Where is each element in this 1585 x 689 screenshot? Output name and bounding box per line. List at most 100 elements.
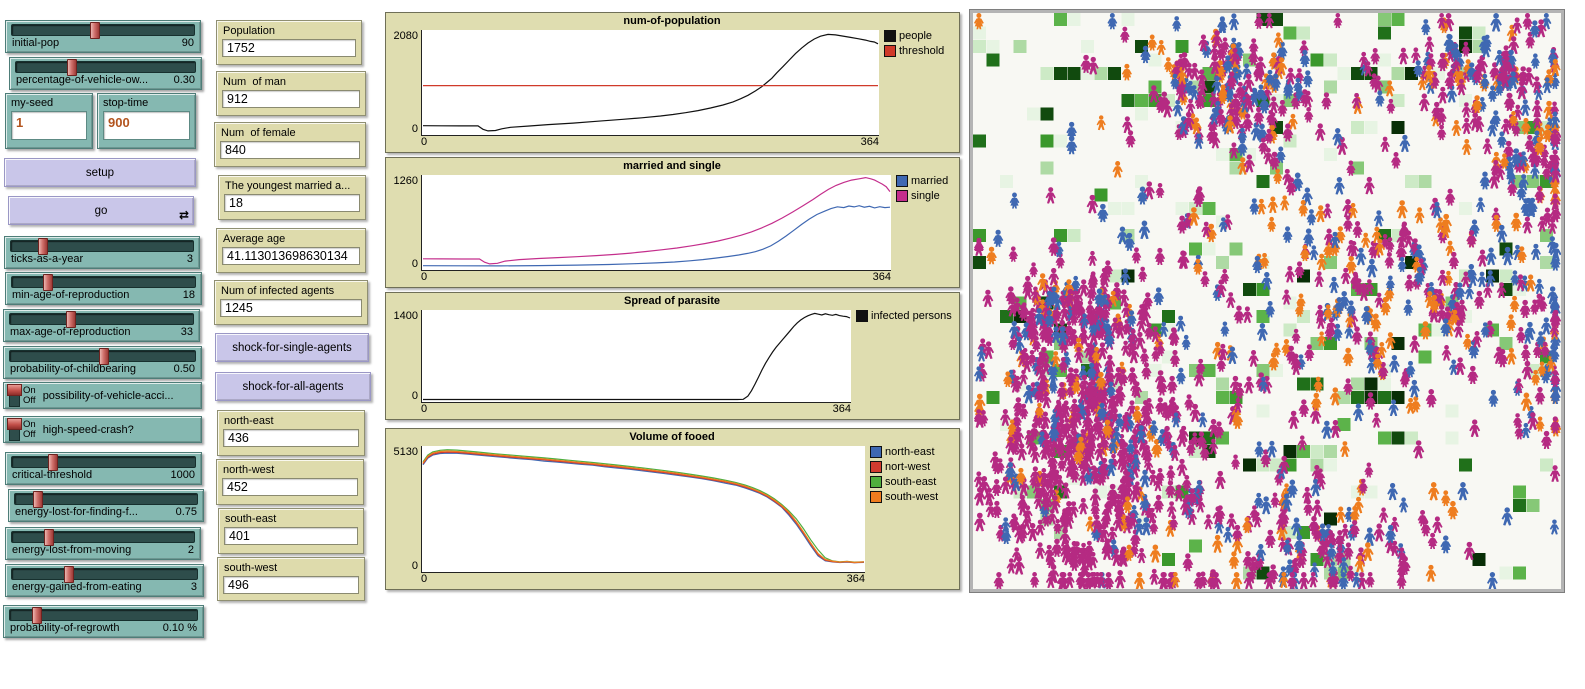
patch [1513, 566, 1526, 580]
monitor-value: 41.113013698630134 [222, 247, 360, 265]
patch [1459, 458, 1472, 472]
slider-initial-pop[interactable]: initial-pop 90 [5, 20, 201, 53]
y-min-tick: 0 [411, 258, 418, 270]
agent-blue [1255, 543, 1267, 562]
series-line-nort-west [422, 451, 865, 564]
slider-track[interactable] [15, 59, 196, 76]
switch-possibility-of-vehicle-accident[interactable]: On Off possibility-of-vehicle-acci... [3, 382, 202, 409]
switch-toggle[interactable] [7, 417, 22, 441]
switch-label: high-speed-crash? [42, 423, 134, 436]
slider-handle[interactable] [37, 238, 48, 255]
agent-magenta [1425, 389, 1437, 408]
patch [1513, 499, 1526, 512]
agent-orange [1211, 534, 1224, 553]
agent-magenta [1522, 13, 1533, 30]
agent-magenta [1166, 375, 1178, 394]
slider-track[interactable] [9, 607, 198, 624]
slider-handle[interactable] [98, 348, 109, 365]
x-min-tick: 0 [421, 271, 428, 283]
legend-label: people [899, 30, 933, 42]
monitor-average-age: Average age 41.113013698630134 [216, 228, 366, 273]
patch [1189, 242, 1202, 256]
slider-track[interactable] [9, 311, 194, 328]
slider-energy-lost-for-finding-food[interactable]: energy-lost-for-finding-f... 0.75 [8, 489, 204, 522]
slider-handle[interactable] [63, 566, 74, 583]
slider-handle[interactable] [48, 454, 59, 471]
patch [1135, 107, 1148, 121]
slider-track[interactable] [11, 566, 198, 583]
switch-toggle[interactable] [7, 383, 22, 407]
slider-ticks-as-a-year[interactable]: ticks-as-a-year 3 [4, 236, 200, 269]
agent-blue [1309, 245, 1319, 261]
slider-probability-of-childbearing[interactable]: probability-of-childbearing 0.50 [3, 346, 202, 379]
slider-probability-of-regrowth[interactable]: probability-of-regrowth 0.10 % [3, 605, 204, 638]
input-my-seed[interactable]: my-seed 1 [5, 93, 93, 149]
slider-handle[interactable] [32, 491, 43, 508]
patch [1054, 13, 1067, 26]
monitor-num-of-female: Num of female 840 [214, 122, 366, 167]
setup-button[interactable]: setup [4, 158, 196, 187]
slider-track[interactable] [11, 529, 195, 546]
agent-magenta [1312, 499, 1323, 517]
agent-magenta [1444, 188, 1456, 206]
slider-value: 0.10 % [162, 622, 197, 634]
agent-blue [1139, 469, 1151, 488]
plot-title: Spread of parasite [624, 295, 720, 307]
agent-magenta [1149, 568, 1160, 585]
slider-handle[interactable] [42, 274, 53, 291]
agent-magenta [1155, 183, 1165, 198]
shock-for-all-agents-button[interactable]: shock-for-all-agents [215, 372, 371, 401]
slider-max-age-of-reproduction[interactable]: max-age-of-reproduction 33 [3, 309, 200, 342]
legend-swatch [896, 175, 908, 187]
legend-label: north-east [885, 446, 935, 458]
slider-handle[interactable] [32, 607, 43, 624]
agent-blue [1282, 226, 1293, 243]
input-label: my-seed [11, 97, 54, 109]
switch-knob[interactable] [7, 417, 22, 430]
patch [1459, 26, 1472, 40]
patch [1270, 458, 1283, 472]
slider-min-age-of-reproduction[interactable]: min-age-of-reproduction 18 [5, 272, 202, 305]
slider-track[interactable] [10, 238, 194, 255]
slider-handle[interactable] [67, 59, 78, 76]
agent-magenta [1351, 326, 1363, 345]
agent-magenta [1101, 541, 1113, 561]
slider-handle[interactable] [66, 311, 77, 328]
monitor-north-east: north-east 436 [217, 410, 365, 456]
patch [1256, 175, 1270, 188]
agent-orange [1267, 196, 1279, 214]
plot-legend: infected persons [851, 310, 956, 416]
slider-track[interactable] [11, 274, 196, 291]
patch [1040, 161, 1054, 175]
input-value[interactable]: 1 [11, 111, 87, 140]
monitor-value: 496 [223, 576, 359, 594]
monitor-youngest-married-age: The youngest married a... 18 [218, 175, 366, 220]
slider-track[interactable] [9, 348, 196, 365]
slider-handle[interactable] [89, 22, 100, 39]
go-button[interactable]: go ⇄ [8, 196, 194, 225]
slider-energy-gained-from-eating[interactable]: energy-gained-from-eating 3 [5, 564, 204, 597]
agent-blue [1181, 334, 1191, 350]
patch [1054, 134, 1067, 148]
slider-track[interactable] [14, 491, 198, 508]
monitor-num-of-man: Num of man 912 [216, 71, 366, 116]
slider-percentage-of-vehicle-owners[interactable]: percentage-of-vehicle-ow... 0.30 [9, 57, 202, 90]
patch [1108, 202, 1121, 215]
monitor-value: 452 [222, 478, 358, 496]
x-max-tick: 364 [846, 573, 865, 585]
switch-high-speed-crash[interactable]: On Off high-speed-crash? [3, 416, 202, 443]
patch [1040, 67, 1054, 80]
input-stop-time[interactable]: stop-time 900 [97, 93, 196, 149]
switch-knob[interactable] [7, 383, 22, 396]
slider-energy-lost-from-moving[interactable]: energy-lost-from-moving 2 [5, 527, 201, 560]
slider-track[interactable] [11, 22, 195, 39]
patch [1391, 431, 1405, 445]
slider-handle[interactable] [44, 529, 55, 546]
shock-for-single-agents-button[interactable]: shock-for-single-agents [215, 333, 369, 362]
slider-critical-threshold[interactable]: critical-threshold 1000 [5, 452, 202, 485]
legend-label: infected persons [871, 310, 952, 322]
patch [1175, 202, 1189, 215]
input-value[interactable]: 900 [103, 111, 190, 140]
slider-track[interactable] [11, 454, 196, 471]
agent-blue [992, 229, 1004, 247]
